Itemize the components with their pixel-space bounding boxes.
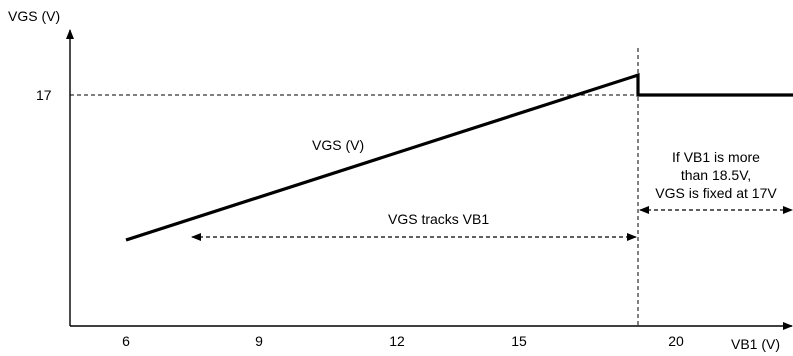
tracking-range-label: VGS tracks VB1 xyxy=(388,211,489,227)
fixed-range-label-line-1: If VB1 is more xyxy=(672,149,760,165)
x-tick-label-9: 9 xyxy=(255,333,263,349)
x-tick-label-20: 20 xyxy=(668,333,684,349)
y-axis-title: VGS (V) xyxy=(8,8,60,24)
x-tick-label-6: 6 xyxy=(122,333,130,349)
x-axis-title: VB1 (V) xyxy=(731,336,780,352)
x-tick-label-15: 15 xyxy=(511,333,527,349)
fixed-range-label-line-2: than 18.5V, xyxy=(681,167,751,183)
series-label-vgs: VGS (V) xyxy=(312,137,364,153)
fixed-range-label-line-3: VGS is fixed at 17V xyxy=(655,185,777,201)
x-tick-label-12: 12 xyxy=(389,333,405,349)
series-line-vgs xyxy=(125,72,793,242)
y-tick-label: 17 xyxy=(36,87,52,103)
